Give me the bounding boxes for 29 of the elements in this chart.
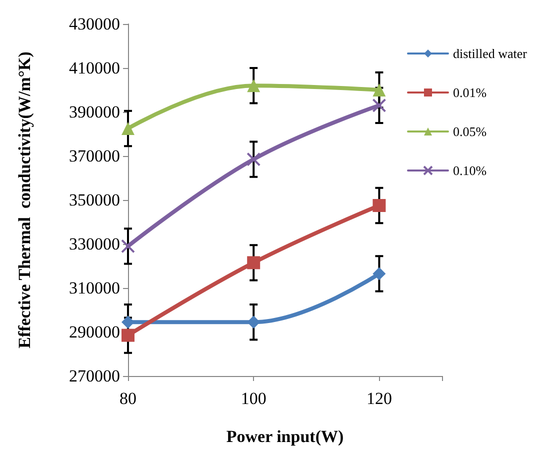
point bbox=[372, 84, 386, 96]
point bbox=[247, 316, 260, 329]
point bbox=[372, 267, 386, 280]
point bbox=[121, 239, 135, 254]
y-tick-label: 390000 bbox=[69, 102, 120, 122]
legend-label: distilled water bbox=[452, 46, 528, 61]
point bbox=[247, 79, 260, 92]
legend-label: 0.10% bbox=[452, 163, 487, 178]
x-axis-title: Power input(W) bbox=[226, 427, 344, 446]
point bbox=[122, 122, 134, 135]
legend-label: 0.05% bbox=[452, 124, 487, 139]
y-axis-title: Effective Thermal conductivity(W/m°K) bbox=[15, 52, 34, 348]
y-tick-label: 350000 bbox=[69, 190, 120, 210]
x-tick-label: 80 bbox=[120, 389, 136, 408]
point bbox=[246, 152, 261, 166]
y-tick-label: 290000 bbox=[69, 322, 120, 342]
y-tick-label: 330000 bbox=[69, 234, 120, 254]
point bbox=[372, 98, 386, 112]
y-tick-label: 430000 bbox=[69, 14, 120, 34]
x-tick-label: 120 bbox=[366, 389, 392, 408]
y-tick-label: 270000 bbox=[69, 366, 120, 386]
x-tick-label: 100 bbox=[240, 389, 266, 408]
legend-label: 0.01% bbox=[452, 85, 487, 100]
y-tick-label: 410000 bbox=[69, 58, 120, 78]
point bbox=[247, 256, 260, 270]
y-tick-label: 310000 bbox=[69, 278, 120, 298]
y-tick-label: 370000 bbox=[69, 146, 120, 166]
point bbox=[122, 328, 134, 342]
point bbox=[372, 199, 386, 212]
